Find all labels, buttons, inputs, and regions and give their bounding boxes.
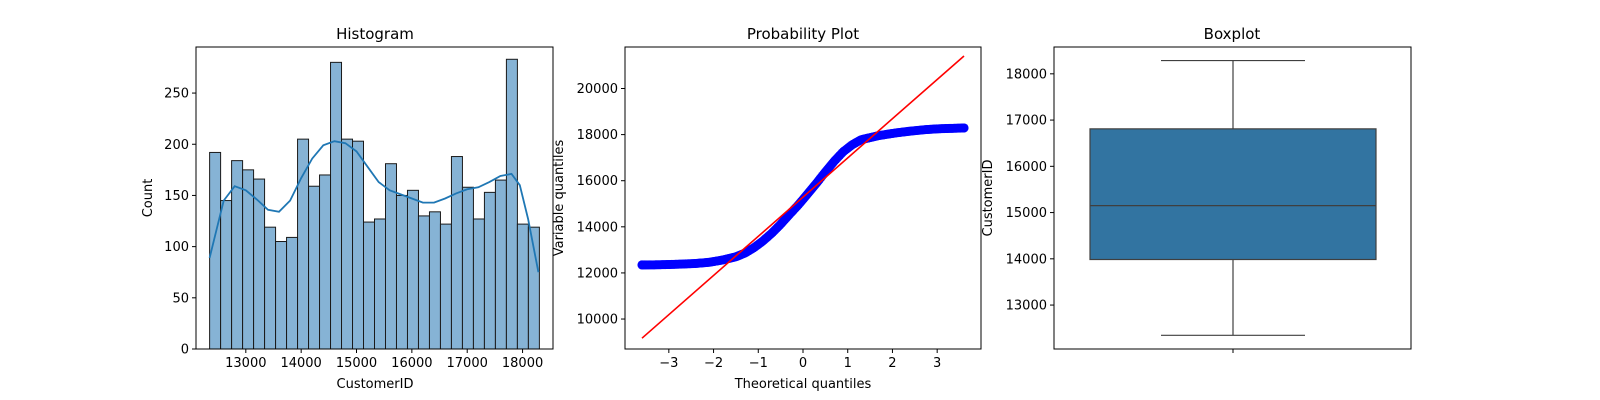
- histogram-xtick-label: 18000: [502, 356, 543, 371]
- probplot-frame: [624, 46, 982, 350]
- histogram-bar: [242, 169, 255, 350]
- probplot-ylabel: Variable quantiles: [552, 139, 567, 256]
- histogram-bar: [363, 221, 375, 350]
- histogram-bar: [275, 241, 288, 350]
- histogram-ytick-label: 200: [164, 138, 189, 153]
- histogram-panel: Histogram CustomerID Count 13000 14000 150…: [141, 25, 554, 392]
- boxplot-ytick-label: 17000: [1006, 114, 1047, 129]
- histogram-ticks: 13000 14000 15000 16000 17000 18000 0 50 100 150 2…: [164, 87, 543, 371]
- probplot-ytick-label: 12000: [577, 266, 618, 281]
- histogram-bar: [439, 223, 452, 350]
- histogram-ytick-label: 0: [181, 343, 189, 358]
- boxplot-frame: [1053, 46, 1412, 350]
- boxplot-ytick-label: 16000: [1006, 160, 1047, 175]
- boxplot-ticks: 13000 14000 15000 16000 17000 18000: [1006, 67, 1234, 353]
- probplot-ytick-label: 18000: [577, 128, 618, 143]
- histogram-xtick-label: 14000: [280, 356, 321, 371]
- probplot-ticks: −3 −2 −1 0 1 2 3 10000 12000 14000 16000 18000 20000: [577, 82, 942, 371]
- histogram-bar: [472, 218, 485, 350]
- probplot-point: [959, 123, 969, 133]
- histogram-xtick-label: 17000: [447, 356, 488, 371]
- histogram-bar: [505, 58, 518, 350]
- histogram-ytick-label: 50: [172, 291, 189, 306]
- probplot-ytick-label: 16000: [577, 174, 618, 189]
- histogram-bar: [428, 211, 441, 350]
- histogram-bar: [330, 61, 343, 350]
- histogram-title: Histogram: [336, 25, 414, 43]
- histogram-bar: [450, 156, 463, 350]
- histogram-xtick-label: 16000: [391, 356, 432, 371]
- histogram-bars: [209, 58, 540, 350]
- histogram-bar: [395, 194, 408, 350]
- histogram-xlabel: CustomerID: [337, 377, 414, 392]
- probplot-ytick-label: 14000: [577, 220, 618, 235]
- boxplot-ytick-label: 15000: [1006, 206, 1047, 221]
- probplot-xlabel: Theoretical quantiles: [734, 377, 872, 392]
- histogram-bar: [461, 186, 474, 350]
- boxplot-title: Boxplot: [1204, 25, 1261, 43]
- histogram-bar: [352, 140, 365, 350]
- histogram-bar: [374, 218, 386, 350]
- histogram-bar: [516, 223, 529, 350]
- probplot-points: [637, 123, 969, 270]
- probplot-xtick-label: 3: [933, 356, 941, 371]
- probplot-xtick-label: −1: [749, 356, 768, 371]
- probplot-xtick-label: 1: [844, 356, 852, 371]
- histogram-ytick-label: 150: [164, 189, 189, 204]
- boxplot-ylabel: CustomerID: [981, 160, 996, 237]
- histogram-frame: [195, 46, 554, 350]
- histogram-xtick-label: 13000: [225, 356, 266, 371]
- probability-plot-panel: Probability Plot Theoretical quantiles V…: [552, 25, 982, 392]
- boxplot-ytick-label: 18000: [1006, 67, 1047, 82]
- boxplot-panel: Boxplot CustomerID 130001400015000160001…: [981, 25, 1412, 353]
- boxplot-ytick-label: 13000: [1006, 299, 1047, 314]
- probplot-xtick-label: −2: [704, 356, 723, 371]
- histogram-ytick-label: 100: [164, 240, 189, 255]
- boxplot-ytick-label: 14000: [1006, 252, 1047, 267]
- histogram-bar: [494, 179, 507, 350]
- probplot-xtick-label: −3: [659, 356, 678, 371]
- probplot-ytick-label: 10000: [577, 313, 618, 328]
- histogram-bar: [264, 226, 277, 350]
- histogram-ytick-label: 250: [164, 87, 189, 102]
- histogram-bar: [308, 185, 321, 350]
- histogram-bar: [417, 215, 430, 350]
- histogram-xtick-label: 15000: [336, 356, 377, 371]
- probplot-fit-line-segment: [641, 55, 965, 339]
- histogram-kde-line: [208, 140, 540, 273]
- probplot-ytick-label: 20000: [577, 82, 618, 97]
- probplot-point: [637, 260, 647, 270]
- probplot-xtick-label: 0: [799, 356, 807, 371]
- histogram-bar: [483, 191, 496, 350]
- histogram-bar: [297, 138, 310, 350]
- histogram-bar: [406, 189, 419, 350]
- histogram-kde: [208, 140, 540, 273]
- boxplot-box: [1089, 59, 1377, 336]
- probplot-title: Probability Plot: [747, 25, 859, 43]
- histogram-bar: [341, 138, 354, 350]
- probplot-fit-line: [641, 55, 965, 339]
- probplot-xtick-label: 2: [888, 356, 896, 371]
- boxplot-iqr-box: [1089, 128, 1377, 261]
- histogram-ylabel: Count: [141, 179, 156, 218]
- histogram-bar: [319, 174, 332, 350]
- histogram-bar: [220, 200, 233, 350]
- histogram-bar: [286, 236, 299, 350]
